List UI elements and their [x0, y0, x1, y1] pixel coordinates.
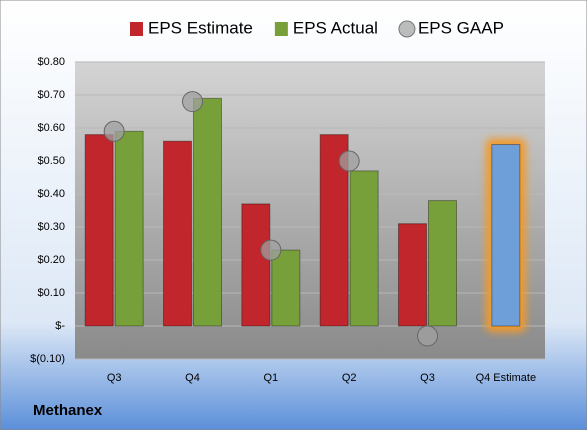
- x-tick-label: Q1: [263, 372, 278, 384]
- bar: [114, 130, 144, 327]
- legend-text: EPS Estimate: [148, 18, 253, 37]
- legend-text: EPS Actual: [293, 18, 378, 37]
- bar: [163, 140, 192, 327]
- gaap-marker: [338, 150, 360, 172]
- bar: [271, 249, 301, 327]
- x-tick-label: Q3: [420, 372, 435, 384]
- bar: [84, 134, 114, 327]
- gaap-marker: [417, 325, 438, 347]
- chart-title: Methanex: [33, 402, 103, 419]
- y-tick-label: $0.20: [37, 254, 65, 266]
- bar: [398, 223, 427, 327]
- x-tick-label: Q4: [185, 372, 200, 384]
- bar: [428, 200, 457, 327]
- bar: [349, 170, 379, 327]
- y-tick-label: $-: [55, 320, 65, 332]
- y-tick-label: $0.50: [37, 155, 65, 167]
- gaap-marker: [182, 91, 203, 113]
- x-tick-label: Q3: [107, 372, 122, 384]
- y-tick-label: $0.70: [37, 89, 65, 101]
- legend-marker: [398, 20, 416, 38]
- bar: [491, 144, 521, 327]
- y-tick-label: $0.80: [37, 56, 65, 68]
- legend-text: EPS GAAP: [418, 18, 504, 37]
- plot-area: [75, 62, 545, 359]
- bar: [241, 203, 271, 327]
- y-tick-label: $0.40: [37, 188, 65, 200]
- gaap-marker: [260, 239, 282, 261]
- y-tick-label: $0.30: [37, 221, 65, 233]
- legend-marker: [274, 22, 288, 36]
- y-tick-label: $0.60: [37, 122, 65, 134]
- bar: [193, 97, 222, 327]
- legend-marker: [130, 22, 143, 36]
- y-tick-label: $0.10: [37, 287, 65, 299]
- x-tick-label: Q2: [342, 372, 357, 384]
- y-tick-label: $(0.10): [30, 353, 65, 365]
- x-tick-label: Q4 Estimate: [476, 372, 537, 384]
- gaap-marker: [103, 120, 125, 142]
